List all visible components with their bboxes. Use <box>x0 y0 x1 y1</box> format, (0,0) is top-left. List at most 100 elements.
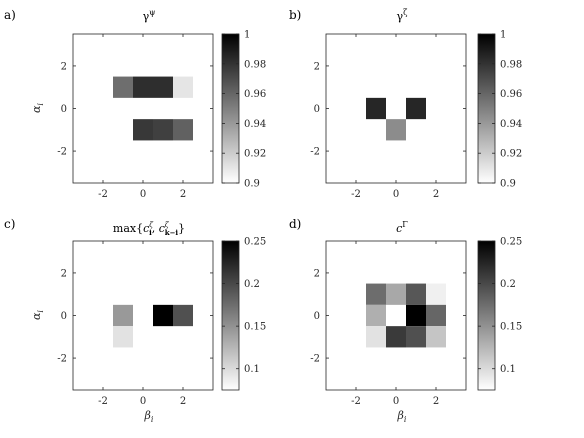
heat-cell-a-0 <box>113 76 133 98</box>
heat-cell-c-2 <box>153 304 173 327</box>
heatmap-cells-c <box>113 304 193 348</box>
heatmap-cells-d <box>366 283 446 348</box>
y-tick-label-b-0: 2 <box>314 61 320 72</box>
y-tick-label-b-2: -2 <box>310 147 320 158</box>
x-tick-label-d-2: 2 <box>433 396 439 407</box>
colorbar-tick-label-a-0: 1 <box>244 30 250 41</box>
heat-cell-a-6 <box>173 119 193 141</box>
heat-cell-c-3 <box>173 304 193 327</box>
x-tick-label-d-1: 0 <box>393 396 399 407</box>
heat-cell-d-4 <box>366 304 386 327</box>
colorbar-gradient-d <box>477 240 496 391</box>
xlabel-d: βi <box>397 409 407 424</box>
heatmap-cells-a <box>113 76 193 141</box>
y-tick-label-a-1: 0 <box>61 104 67 115</box>
axes-box-b <box>325 33 467 184</box>
title-a: γψ <box>143 8 156 23</box>
y-tick-label-c-1: 0 <box>61 311 67 322</box>
heat-cell-b-2 <box>386 119 406 141</box>
heat-cell-d-10 <box>426 326 446 348</box>
x-ticks-a: -2 0 2 <box>98 34 186 200</box>
x-tick-label-b-2: 2 <box>433 189 439 200</box>
colorbar-tick-label-a-5: 0.9 <box>244 179 260 190</box>
colorbar-group-d: 0.25 0.2 0.15 0.1 <box>477 237 522 391</box>
heat-cell-a-5 <box>153 119 173 141</box>
heat-cell-b-1 <box>406 97 426 120</box>
ylabel-c: αi <box>30 310 45 320</box>
x-tick-label-a-2: 2 <box>180 189 186 200</box>
heat-cell-d-8 <box>386 326 406 348</box>
axes-box-a <box>72 33 214 184</box>
heat-cell-d-6 <box>426 304 446 327</box>
panel-c: c) max{cζ i, cζ k−i} -2 0 2 20-2 αi βi 0.250… <box>4 217 266 424</box>
title-c: max{cζ i, cζ k−i} <box>113 221 185 237</box>
heat-cell-c-1 <box>113 326 133 348</box>
heat-cell-d-5 <box>406 304 426 327</box>
heat-cell-b-0 <box>366 97 386 120</box>
colorbar-tick-label-c-3: 0.1 <box>244 364 260 375</box>
colorbar-tick-label-b-5: 0.9 <box>500 179 516 190</box>
heat-cell-d-0 <box>366 283 386 305</box>
heat-cell-d-7 <box>366 326 386 348</box>
panel-a: a) γψ -2 0 2 2 0 -2 αi 1 0.98 0.96 0.94 0.92 0.9 <box>4 8 266 200</box>
heat-cell-a-1 <box>133 76 153 98</box>
y-tick-label-d-2: -2 <box>310 354 320 365</box>
x-ticks-c: -2 0 2 <box>98 241 186 407</box>
x-tick-label-c-0: -2 <box>98 396 108 407</box>
colorbar-tick-label-d-3: 0.1 <box>500 364 516 375</box>
colorbar-tick-label-d-0: 0.25 <box>500 237 522 248</box>
heat-cell-d-9 <box>406 326 426 348</box>
y-tick-label-c-2: -2 <box>57 354 67 365</box>
panel-b: b) γζ -2 0 2 2 0 -2 1 0.98 0.96 0.94 0.92 0.9 <box>289 8 522 200</box>
title-d: cΓ <box>396 220 408 235</box>
colorbar-gradient-c <box>221 240 240 391</box>
colorbar-tick-label-b-0: 1 <box>500 30 506 41</box>
heat-cell-a-2 <box>153 76 173 98</box>
colorbar-tick-label-d-2: 0.15 <box>500 322 522 333</box>
panel-label-c: c) <box>4 217 15 231</box>
heat-cell-d-1 <box>386 283 406 305</box>
x-tick-label-a-0: -2 <box>98 189 108 200</box>
colorbar-tick-label-a-3: 0.94 <box>244 119 266 130</box>
colorbar-tick-label-a-4: 0.92 <box>244 149 266 160</box>
colorbar-gradient-b <box>477 33 496 184</box>
colorbar-tick-label-b-2: 0.96 <box>500 89 522 100</box>
colorbar-gradient-a <box>221 33 240 184</box>
x-tick-label-b-0: -2 <box>351 189 361 200</box>
ylabel-a: αi <box>30 103 45 113</box>
heat-cell-a-3 <box>173 76 193 98</box>
y-ticks-a: 2 0 -2 <box>57 61 213 158</box>
title-b: γζ <box>397 8 409 23</box>
panel-label-b: b) <box>289 8 301 22</box>
colorbar-group-c: 0.25 0.2 0.15 0.1 <box>221 237 266 391</box>
y-tick-label-d-0: 2 <box>314 268 320 279</box>
xlabel-c: βi <box>144 409 154 424</box>
heat-cell-d-3 <box>426 283 446 305</box>
colorbar-tick-label-d-1: 0.2 <box>500 279 516 290</box>
panel-label-d: d) <box>289 217 301 231</box>
colorbar-tick-label-b-1: 0.98 <box>500 59 522 70</box>
colorbar-tick-label-a-1: 0.98 <box>244 59 266 70</box>
y-ticks-b: 2 0 -2 <box>310 61 466 158</box>
colorbar-tick-label-c-1: 0.2 <box>244 279 260 290</box>
y-ticks-d: 2 0 -2 <box>310 268 466 365</box>
y-tick-label-a-2: -2 <box>57 147 67 158</box>
x-tick-label-a-1: 0 <box>140 189 146 200</box>
x-tick-label-b-1: 0 <box>393 189 399 200</box>
panel-d: d) cΓ -2 0 2 2 0 -2 βi 0.25 0.2 0.15 0.1 <box>289 217 522 424</box>
y-ticks-c: 2 0 -2 <box>57 268 213 365</box>
heat-cell-c-0 <box>113 304 133 327</box>
x-tick-label-c-1: 0 <box>140 396 146 407</box>
y-tick-label-d-1: 0 <box>314 311 320 322</box>
x-ticks-b: -2 0 2 <box>351 34 439 200</box>
y-tick-label-c-0: 2 <box>61 268 67 279</box>
heat-cell-d-2 <box>406 283 426 305</box>
x-ticks-d: -2 0 2 <box>351 241 439 407</box>
colorbar-group-b: 1 0.98 0.96 0.94 0.92 0.9 <box>477 30 522 190</box>
colorbar-group-a: 1 0.98 0.96 0.94 0.92 0.9 <box>221 30 266 190</box>
colorbar-tick-label-c-2: 0.15 <box>244 322 266 333</box>
heatmap-cells-b <box>366 97 426 141</box>
heat-cell-a-4 <box>133 119 153 141</box>
colorbar-tick-label-a-2: 0.96 <box>244 89 266 100</box>
